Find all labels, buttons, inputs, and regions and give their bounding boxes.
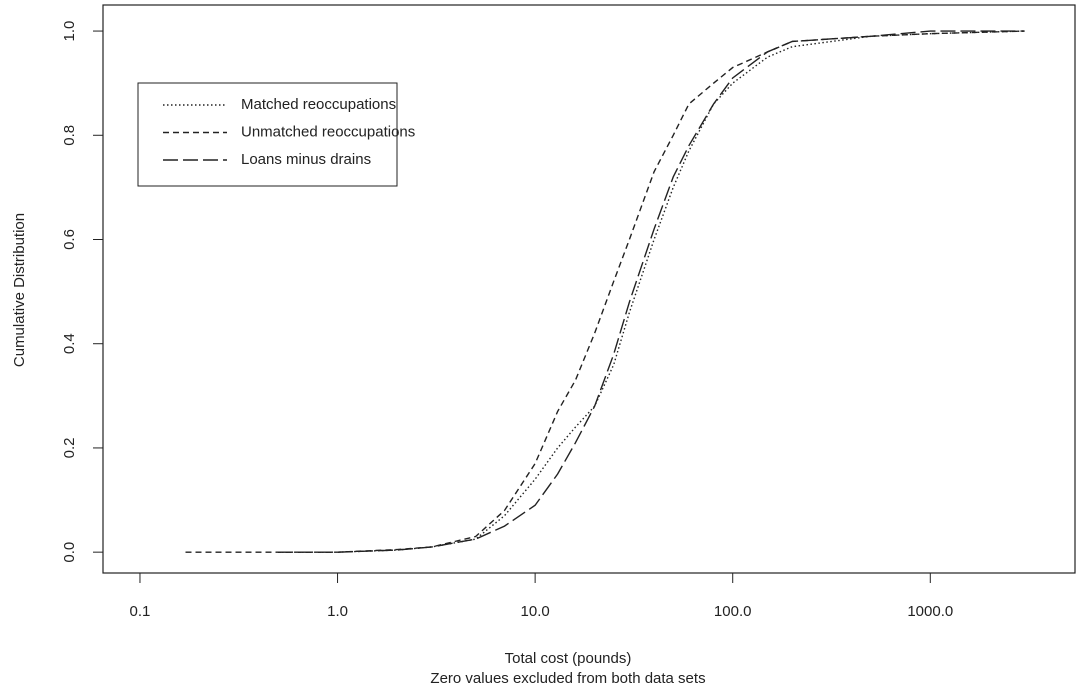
- legend-label: Loans minus drains: [241, 151, 371, 168]
- data-line: [278, 30, 1025, 553]
- y-tick-label: 0.0: [61, 542, 78, 563]
- data-line: [278, 30, 1025, 553]
- x-tick-label: 100.0: [714, 603, 752, 620]
- y-tick-label: 0.4: [61, 333, 78, 354]
- legend-label: Unmatched reoccupations: [241, 123, 415, 140]
- y-axis-label: Cumulative Distribution: [11, 213, 28, 367]
- y-tick-label: 1.0: [61, 21, 78, 42]
- legend-label: Matched reoccupations: [241, 96, 396, 113]
- plot-frame: [102, 4, 1076, 574]
- legend-box: [137, 82, 398, 187]
- x-axis-note: Zero values excluded from both data sets: [430, 670, 705, 687]
- x-tick-label: 1.0: [327, 603, 348, 620]
- x-tick-label: 10.0: [521, 603, 550, 620]
- x-axis-label: Total cost (pounds): [505, 650, 632, 667]
- x-tick-label: 1000.0: [907, 603, 953, 620]
- y-tick-label: 0.6: [61, 229, 78, 250]
- x-tick-label: 0.1: [130, 603, 151, 620]
- y-tick-label: 0.2: [61, 438, 78, 459]
- y-tick-label: 0.8: [61, 125, 78, 146]
